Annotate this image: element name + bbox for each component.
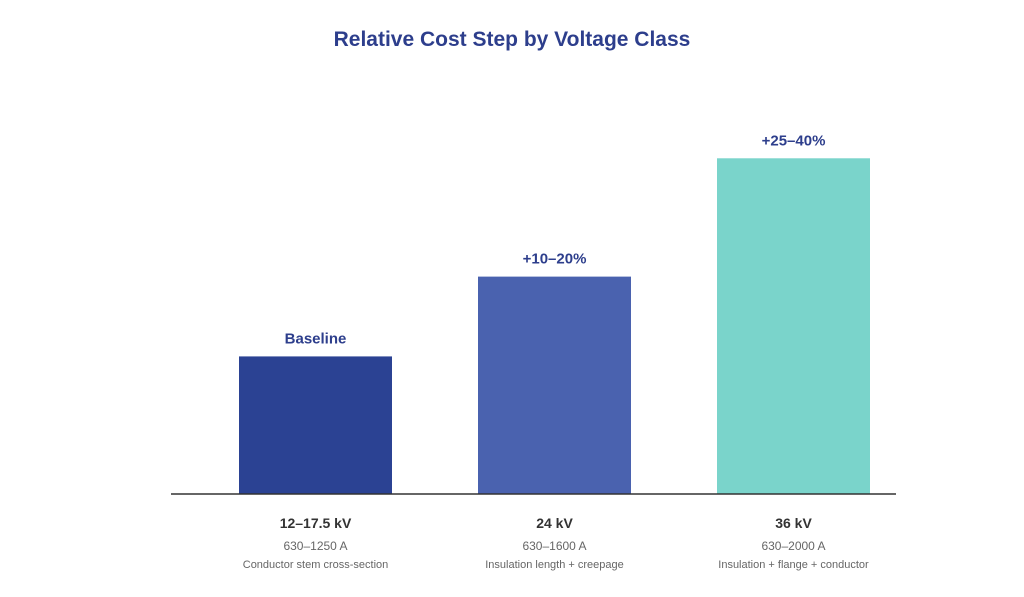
cost-driver-label: Insulation + flange + conductor — [718, 559, 869, 571]
current-range-label: 630–1250 A — [283, 539, 347, 553]
bar — [478, 276, 631, 494]
current-range-label: 630–1600 A — [522, 539, 586, 553]
bars-layer — [239, 158, 870, 494]
x-tick-label: 12–17.5 kV — [280, 515, 352, 531]
cost-driver-label: Insulation length + creepage — [485, 559, 624, 571]
bar-value-label: +25–40% — [762, 132, 826, 149]
chart-title: Relative Cost Step by Voltage Class — [334, 28, 691, 51]
bar-value-label: +10–20% — [523, 251, 587, 268]
cost-driver-label: Conductor stem cross-section — [243, 559, 389, 571]
x-tick-label: 36 kV — [775, 515, 812, 531]
bar — [717, 158, 870, 494]
labels-layer: Baseline 12–17.5 kV 630–1250 A Conductor st… — [243, 132, 869, 571]
bar-value-label: Baseline — [285, 330, 347, 347]
bar — [239, 356, 392, 494]
x-tick-label: 24 kV — [536, 515, 573, 531]
current-range-label: 630–2000 A — [761, 539, 825, 553]
